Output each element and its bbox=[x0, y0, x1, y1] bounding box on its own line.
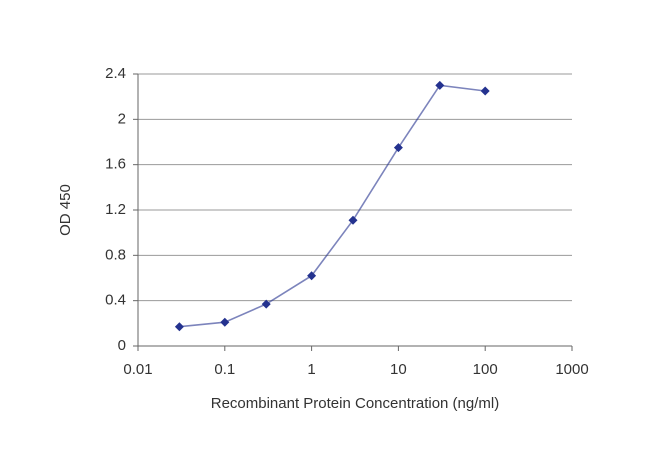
y-tick-label: 1.2 bbox=[105, 201, 126, 218]
y-axis-title: OD 450 bbox=[57, 184, 74, 236]
x-tick-label: 100 bbox=[473, 361, 498, 378]
y-tick-label: 2.4 bbox=[105, 65, 126, 82]
data-point bbox=[307, 271, 317, 281]
data-point bbox=[480, 86, 490, 96]
y-tick-label: 0.4 bbox=[105, 292, 126, 309]
data-line bbox=[179, 84, 486, 328]
data-point bbox=[220, 317, 230, 327]
data-point bbox=[348, 215, 358, 225]
x-axis-title: Recombinant Protein Concentration (ng/ml… bbox=[211, 395, 499, 412]
y-tick-label: 0 bbox=[118, 337, 126, 354]
x-tick-label: 0.01 bbox=[123, 361, 152, 378]
y-tick-label: 2 bbox=[118, 110, 126, 127]
y-tick-label: 0.8 bbox=[105, 246, 126, 263]
x-tick-label: 1 bbox=[307, 361, 315, 378]
data-point bbox=[261, 299, 271, 309]
x-tick-label: 10 bbox=[390, 361, 407, 378]
x-tick-label: 1000 bbox=[555, 361, 588, 378]
data-point bbox=[393, 143, 403, 153]
y-tick-label: 1.6 bbox=[105, 156, 126, 173]
x-tick-label: 0.1 bbox=[214, 361, 235, 378]
data-point bbox=[435, 80, 445, 90]
data-point bbox=[174, 322, 184, 332]
